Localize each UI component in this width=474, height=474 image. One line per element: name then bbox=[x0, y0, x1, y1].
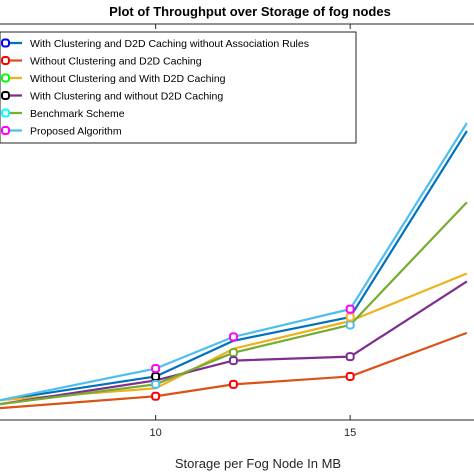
x-tick-label: 15 bbox=[344, 427, 356, 439]
data-point-marker bbox=[345, 352, 355, 362]
legend-box bbox=[0, 31, 357, 144]
data-point-marker bbox=[345, 371, 355, 381]
data-point-marker bbox=[228, 348, 238, 358]
data-point-marker bbox=[151, 371, 161, 381]
chart-title: Plot of Throughput over Storage of fog n… bbox=[109, 4, 391, 19]
series-line bbox=[0, 201, 468, 406]
legend-entry: With Clustering and without D2D Caching bbox=[30, 91, 223, 103]
data-point-marker bbox=[228, 356, 238, 366]
plot-area bbox=[0, 23, 474, 421]
legend-marker bbox=[1, 108, 10, 118]
legend-marker bbox=[1, 126, 10, 135]
data-point-marker bbox=[345, 304, 355, 314]
series-line bbox=[0, 331, 468, 410]
legend-entry: Benchmark Scheme bbox=[30, 108, 125, 120]
data-point-marker bbox=[151, 379, 161, 389]
data-point-marker bbox=[151, 364, 161, 374]
legend: With Clustering and D2D Caching without … bbox=[0, 31, 357, 144]
data-point-marker bbox=[345, 312, 355, 322]
data-point-marker bbox=[151, 391, 161, 401]
legend-marker bbox=[1, 38, 10, 48]
legend-entry: Without Clustering and With D2D Caching bbox=[30, 73, 226, 85]
legend-marker bbox=[1, 73, 10, 83]
legend-marker bbox=[1, 56, 10, 65]
data-point-marker bbox=[228, 379, 238, 389]
x-tick-label: 10 bbox=[150, 427, 162, 439]
data-point-marker bbox=[228, 332, 238, 342]
x-axis-ticks: 10 15 bbox=[150, 24, 356, 439]
x-axis-label: Storage per Fog Node In MB bbox=[175, 456, 341, 471]
legend-entry: Proposed Algorithm bbox=[30, 126, 122, 138]
legend-entry: Without Clustering and D2D Caching bbox=[30, 56, 202, 68]
legend-entry: With Clustering and D2D Caching without … bbox=[30, 38, 309, 50]
data-point-marker bbox=[345, 320, 355, 330]
legend-marker bbox=[1, 91, 10, 100]
